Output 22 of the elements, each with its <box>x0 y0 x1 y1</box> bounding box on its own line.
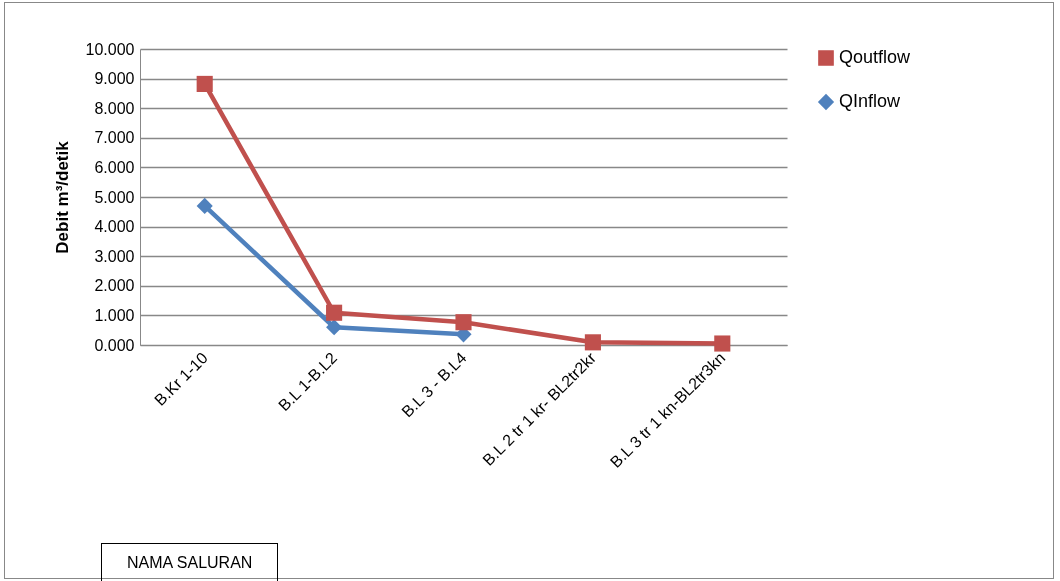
legend-label: QInflow <box>839 91 902 111</box>
y-tick-label: 9.000 <box>94 70 135 88</box>
point <box>196 75 213 92</box>
y-tick-label: 5.000 <box>94 188 135 206</box>
text: NAMA SALURAN <box>101 543 279 581</box>
y-tick-label: 0.000 <box>94 336 135 354</box>
point <box>584 334 601 351</box>
y-axis-title: Debit m³/detik <box>52 140 72 254</box>
y-tick-label: 8.000 <box>94 99 135 117</box>
y-tick-label: 1.000 <box>94 306 135 324</box>
point <box>326 304 343 321</box>
y-tick-label: 10.000 <box>85 40 135 58</box>
y-tick-label: 3.000 <box>94 247 135 265</box>
y-tick-label: 4.000 <box>94 218 135 236</box>
y-tick-label: 2.000 <box>94 277 135 295</box>
legend-label: Qoutflow <box>839 47 912 67</box>
point <box>326 319 343 336</box>
point <box>455 314 472 331</box>
y-tick-label: 7.000 <box>94 129 135 147</box>
point <box>196 197 213 214</box>
point <box>714 335 731 352</box>
y-tick-label: 6.000 <box>94 158 135 176</box>
